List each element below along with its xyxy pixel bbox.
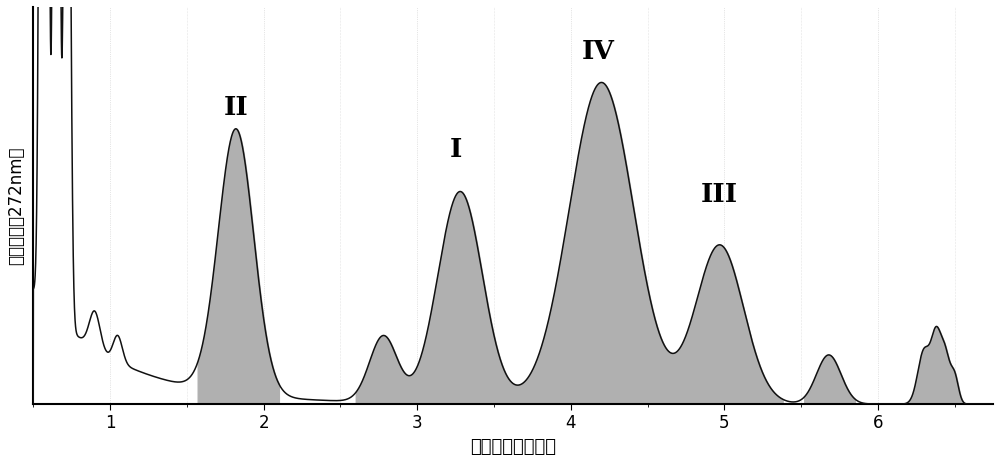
X-axis label: 分离时间（小时）: 分离时间（小时） xyxy=(470,438,556,456)
Text: IV: IV xyxy=(582,39,615,64)
Text: III: III xyxy=(701,182,738,207)
Text: I: I xyxy=(449,137,462,162)
Y-axis label: 检测波长（272nm）: 检测波长（272nm） xyxy=(7,146,25,265)
Text: II: II xyxy=(224,95,248,120)
